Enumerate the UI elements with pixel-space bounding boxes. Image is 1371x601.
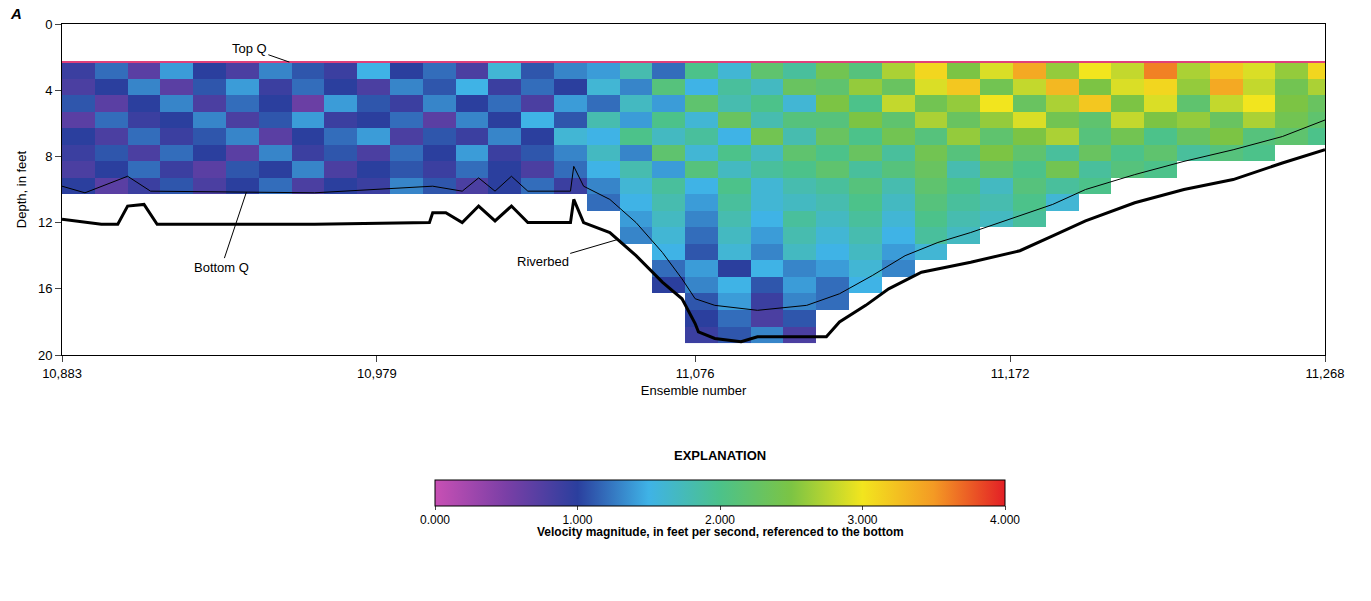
svg-text:8: 8 <box>45 149 52 164</box>
svg-text:11,076: 11,076 <box>676 366 715 381</box>
svg-text:10,979: 10,979 <box>357 366 397 381</box>
svg-text:Ensemble number: Ensemble number <box>641 383 747 398</box>
svg-text:10,883: 10,883 <box>42 366 82 381</box>
svg-text:Depth, in feet: Depth, in feet <box>14 150 29 228</box>
svg-text:Riverbed: Riverbed <box>517 254 569 269</box>
svg-text:Bottom Q: Bottom Q <box>194 260 249 275</box>
svg-text:A: A <box>10 5 22 22</box>
svg-text:4.000: 4.000 <box>990 513 1020 527</box>
svg-text:Top Q: Top Q <box>232 41 267 56</box>
svg-text:20: 20 <box>38 348 52 363</box>
svg-text:11,172: 11,172 <box>991 366 1030 381</box>
svg-text:1.000: 1.000 <box>562 513 592 527</box>
svg-text:16: 16 <box>38 281 52 296</box>
svg-text:11,268: 11,268 <box>1306 366 1345 381</box>
svg-text:EXPLANATION: EXPLANATION <box>674 448 766 463</box>
svg-text:0.000: 0.000 <box>420 513 450 527</box>
svg-text:12: 12 <box>38 215 52 230</box>
svg-text:2.000: 2.000 <box>705 513 735 527</box>
svg-text:0: 0 <box>45 17 52 32</box>
svg-text:3.000: 3.000 <box>847 513 877 527</box>
svg-text:4: 4 <box>45 83 52 98</box>
svg-text:Velocity magnitude, in feet pe: Velocity magnitude, in feet per second, … <box>537 525 904 539</box>
